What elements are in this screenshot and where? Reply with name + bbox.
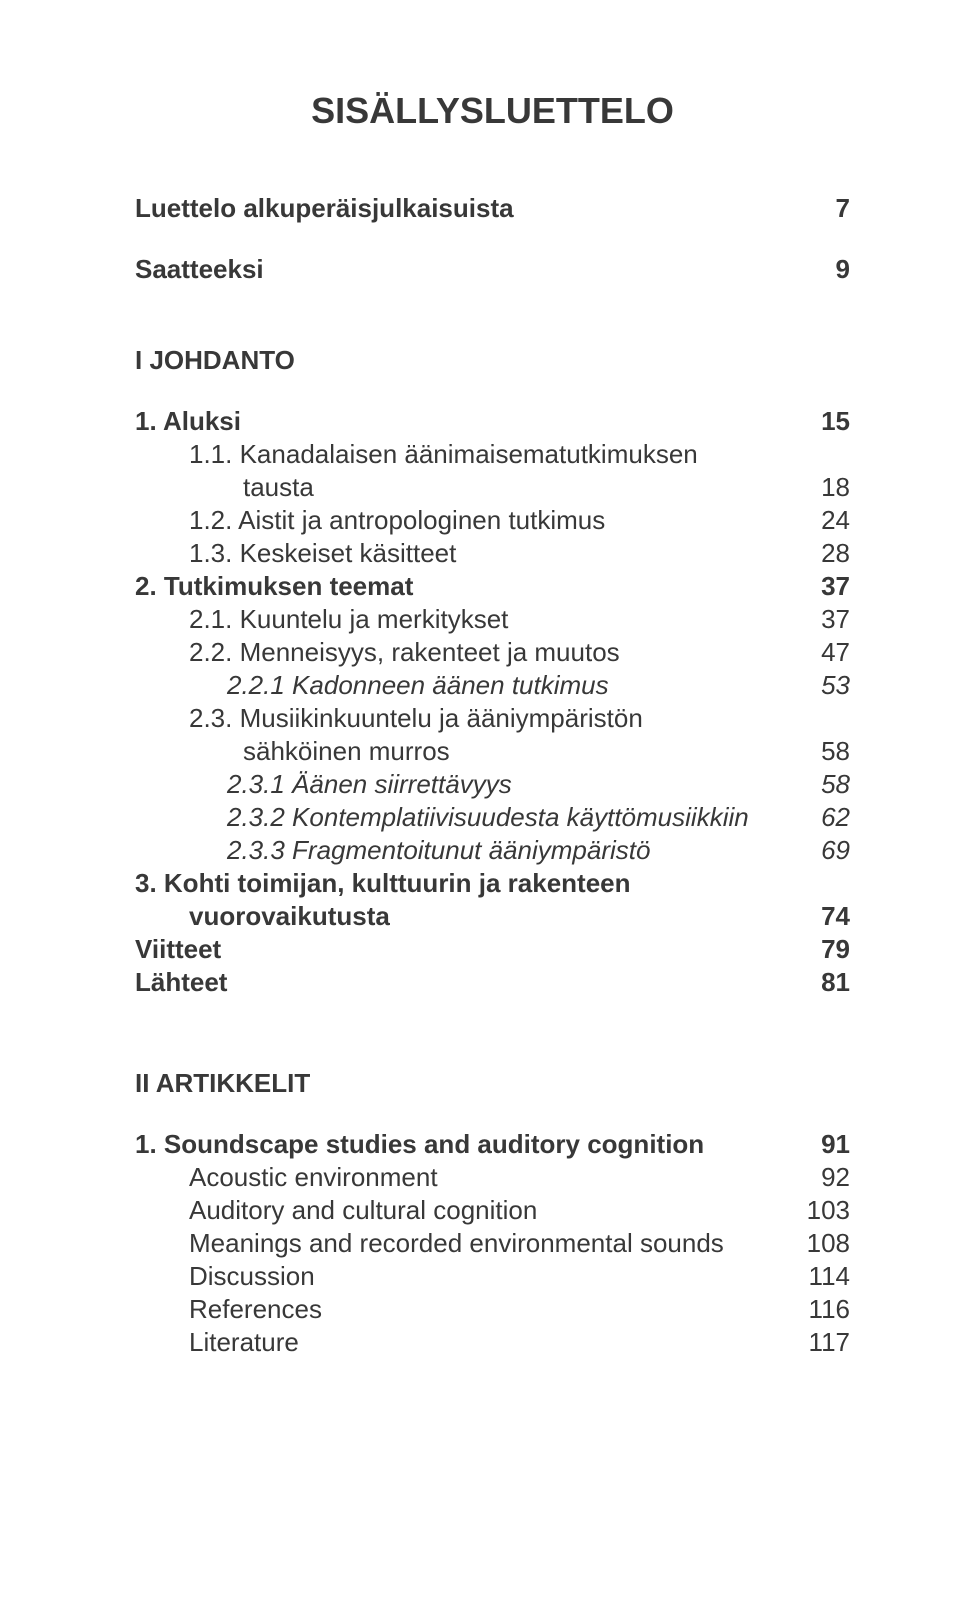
toc-page: 28 [821,537,850,570]
toc-entry: 2. Tutkimuksen teemat 37 [135,570,850,603]
toc-label: 2.3.1 Äänen siirrettävyys [227,768,512,801]
toc-label: 3. Kohti toimijan, kulttuurin ja rakente… [135,867,631,900]
toc-entry: 1.1. Kanadalaisen äänimaisematutkimuksen [135,438,850,471]
toc-entry: References 116 [135,1293,850,1326]
toc-label: Lähteet [135,966,227,999]
toc-page: 15 [821,405,850,438]
toc-label: sähköinen murros [243,735,450,768]
toc-entry: 1. Soundscape studies and auditory cogni… [135,1128,850,1161]
toc-entry: Viitteet 79 [135,933,850,966]
toc-label: Discussion [189,1260,315,1293]
toc-label: Saatteeksi [135,253,264,286]
toc-entry: Discussion 114 [135,1260,850,1293]
toc-entry: Lähteet 81 [135,966,850,999]
toc-page: 18 [821,471,850,504]
toc-label: vuorovaikutusta [189,900,390,933]
toc-entry: Saatteeksi 9 [135,253,850,286]
toc-label: Luettelo alkuperäisjulkaisuista [135,192,514,225]
toc-label: 2.3. Musiikinkuuntelu ja ääniympäristön [189,702,643,735]
toc-page: 47 [821,636,850,669]
toc-entry: vuorovaikutusta 74 [135,900,850,933]
toc-page: 37 [821,570,850,603]
toc-page: 58 [821,768,850,801]
toc-label: 1.3. Keskeiset käsitteet [189,537,456,570]
toc-page: 37 [821,603,850,636]
toc-page: 108 [807,1227,850,1260]
toc-page: 117 [809,1326,850,1359]
toc-page: 69 [821,834,850,867]
toc-label: Acoustic environment [189,1161,438,1194]
toc-label: 2.3.2 Kontemplatiivisuudesta käyttömusii… [227,801,749,834]
toc-entry: 2.3.3 Fragmentoitunut ääniympäristö 69 [135,834,850,867]
toc-label: 1.2. Aistit ja antropologinen tutkimus [189,504,605,537]
toc-label: Viitteet [135,933,221,966]
toc-page: 58 [821,735,850,768]
toc-entry: 2.3. Musiikinkuuntelu ja ääniympäristön [135,702,850,735]
toc-page: 116 [809,1293,850,1326]
toc-label: 2.3.3 Fragmentoitunut ääniympäristö [227,834,650,867]
toc-entry: tausta 18 [135,471,850,504]
toc-label: 2.2. Menneisyys, rakenteet ja muutos [189,636,620,669]
toc-page: 92 [821,1161,850,1194]
toc-page: 91 [821,1128,850,1161]
toc-entry: 2.2. Menneisyys, rakenteet ja muutos 47 [135,636,850,669]
toc-entry: 1.3. Keskeiset käsitteet 28 [135,537,850,570]
toc-page: 53 [821,669,850,702]
toc-label: 1. Aluksi [135,405,241,438]
toc-label: Meanings and recorded environmental soun… [189,1227,724,1260]
toc-entry: 2.3.1 Äänen siirrettävyys 58 [135,768,850,801]
toc-page: 103 [807,1194,850,1227]
toc-label: Auditory and cultural cognition [189,1194,537,1227]
toc-top: Luettelo alkuperäisjulkaisuista 7 Saatte… [135,192,850,286]
toc-label: 1. Soundscape studies and auditory cogni… [135,1128,704,1161]
toc-page: 114 [809,1260,850,1293]
toc-page: 79 [821,933,850,966]
toc-entry: Auditory and cultural cognition 103 [135,1194,850,1227]
toc-label: References [189,1293,322,1326]
toc-entry: Meanings and recorded environmental soun… [135,1227,850,1260]
toc-page: 7 [836,192,850,225]
toc-entry: 2.2.1 Kadonneen äänen tutkimus 53 [135,669,850,702]
toc-entry: 3. Kohti toimijan, kulttuurin ja rakente… [135,867,850,900]
toc-label: 2. Tutkimuksen teemat [135,570,413,603]
toc-entry: 1. Aluksi 15 [135,405,850,438]
part-2: II ARTIKKELIT 1. Soundscape studies and … [135,1067,850,1359]
toc-entry: Luettelo alkuperäisjulkaisuista 7 [135,192,850,225]
toc-label: 1.1. Kanadalaisen äänimaisematutkimuksen [189,438,698,471]
toc-page: 24 [821,504,850,537]
toc-entry: 1.2. Aistit ja antropologinen tutkimus 24 [135,504,850,537]
toc-entry: 2.1. Kuuntelu ja merkitykset 37 [135,603,850,636]
toc-page: 74 [821,900,850,933]
toc-entry: 2.3.2 Kontemplatiivisuudesta käyttömusii… [135,801,850,834]
toc-label: 2.2.1 Kadonneen äänen tutkimus [227,669,609,702]
toc-page: 81 [821,966,850,999]
toc-page: 9 [836,253,850,286]
part-1: I JOHDANTO 1. Aluksi 15 1.1. Kanadalaisen … [135,344,850,999]
toc-label: Literature [189,1326,299,1359]
toc-entry: sähköinen murros 58 [135,735,850,768]
part-heading: I JOHDANTO [135,344,850,377]
toc-entry: Literature 117 [135,1326,850,1359]
page-title: SISÄLLYSLUETTELO [135,90,850,132]
toc-page: 62 [821,801,850,834]
toc-entry: Acoustic environment 92 [135,1161,850,1194]
toc-label: 2.1. Kuuntelu ja merkitykset [189,603,508,636]
part-heading: II ARTIKKELIT [135,1067,850,1100]
toc-label: tausta [243,471,314,504]
